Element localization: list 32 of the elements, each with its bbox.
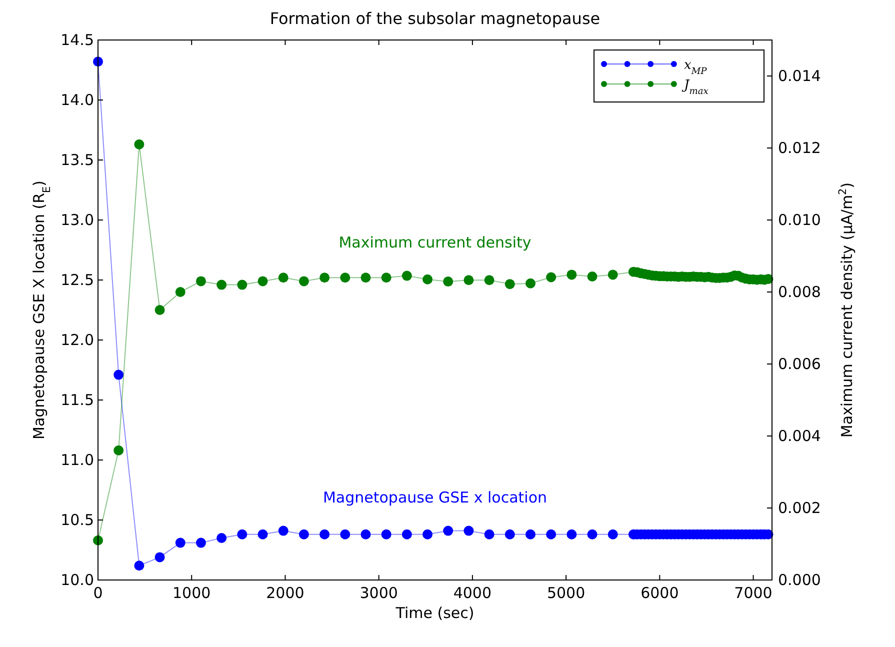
annotation: Magnetopause GSE x location (322, 488, 548, 506)
chart-title: Formation of the subsolar magnetopause (270, 9, 600, 28)
y-tick-label: 10.5 (60, 511, 94, 529)
y2-tick-label: 0.004 (778, 427, 821, 445)
x-tick-label: 4000 (453, 584, 492, 602)
x-tick-label: 3000 (360, 584, 398, 602)
y2-tick-label: 0.006 (778, 355, 821, 373)
y-tick-label: 10.0 (60, 571, 94, 589)
y-tick-label: 12.5 (60, 271, 94, 289)
y-tick-label: 11.0 (60, 451, 94, 469)
legend-label: J$_{max}$ (681, 78, 708, 97)
y2-tick-label: 0.008 (778, 283, 821, 301)
y2-tick-label: 0.010 (778, 211, 821, 229)
x-tick-label: 5000 (546, 584, 586, 602)
x-tick-label: 2000 (266, 584, 304, 602)
y-tick-label: 14.5 (60, 31, 94, 49)
x-tick-label: 0 (93, 584, 103, 602)
x-axis-title: Time (sec) (394, 604, 474, 622)
y-tick-label: 12.0 (60, 331, 94, 349)
y2-tick-label: 0.012 (778, 139, 821, 157)
y-tick-label: 13.0 (60, 211, 94, 229)
x-tick-label: 6000 (640, 584, 679, 602)
y2-tick-label: 0.000 (778, 571, 821, 589)
x-tick-label: 7000 (734, 584, 772, 602)
annotation: Maximum current density (338, 233, 532, 252)
y2-tick-label: 0.002 (778, 499, 821, 517)
x-tick-label: 1000 (172, 584, 211, 602)
y-tick-label: 11.5 (60, 391, 94, 409)
y-tick-label: 14.0 (60, 91, 94, 109)
y2-tick-label: 0.014 (778, 67, 821, 85)
y-tick-label: 13.5 (60, 151, 94, 169)
legend-label: x$_{MP}$ (684, 58, 708, 77)
